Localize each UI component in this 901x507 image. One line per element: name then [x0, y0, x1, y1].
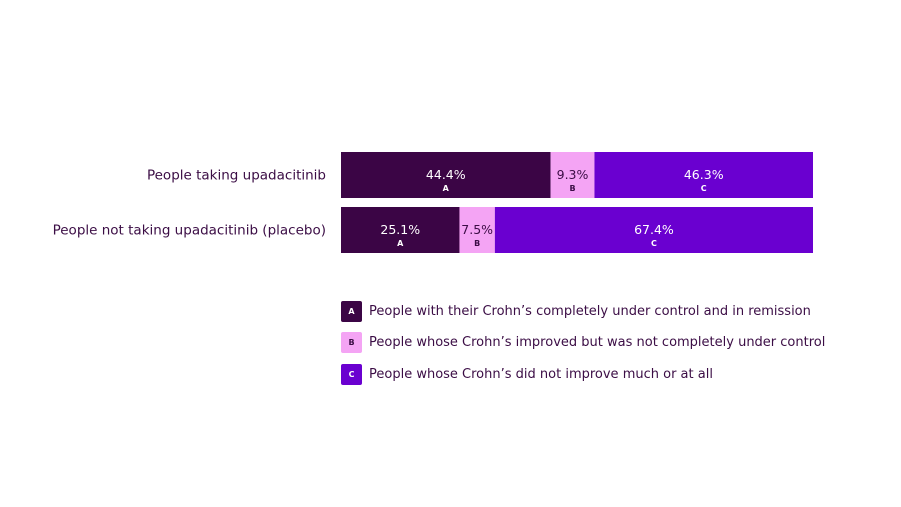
data-label: 7.5%: [461, 222, 493, 237]
bar-segment-b: [550, 152, 595, 198]
legend-item-c: C People whose Crohn’s did not improve m…: [341, 363, 825, 385]
category-label: People not taking upadacitinib (placebo): [53, 223, 326, 239]
segment-key-label: A: [397, 239, 404, 248]
bar-segment-b: [459, 207, 495, 253]
segment-key-label: B: [569, 184, 575, 193]
segment-key-label: C: [651, 239, 657, 248]
legend-swatch-b: B: [341, 332, 362, 353]
segment-key-label: C: [701, 184, 707, 193]
legend-label-c: People whose Crohn’s did not improve muc…: [369, 366, 713, 382]
data-label: 67.4%: [634, 222, 674, 237]
segment-key-label: B: [474, 239, 480, 248]
legend-label-b: People whose Crohn’s improved but was no…: [369, 335, 826, 350]
bar-segment-a: [341, 152, 551, 198]
segment-key-label: A: [443, 184, 450, 193]
data-label: 46.3%: [684, 167, 724, 182]
bar-segment-c: [494, 207, 813, 253]
legend: A People with their Crohn’s completely u…: [341, 300, 825, 395]
data-label: 44.4%: [426, 167, 466, 182]
legend-label-a: People with their Crohn’s completely und…: [369, 303, 811, 319]
data-label: 25.1%: [380, 222, 420, 237]
legend-item-a: A People with their Crohn’s completely u…: [341, 300, 825, 322]
legend-item-b: B People whose Crohn’s improved but was …: [341, 332, 825, 354]
bar-segment-c: [594, 152, 813, 198]
legend-swatch-a: A: [341, 300, 362, 322]
category-label: People taking upadacitinib: [147, 168, 326, 184]
legend-swatch-c: C: [341, 363, 362, 385]
bar-segment-a: [341, 207, 460, 253]
data-label: 9.3%: [557, 167, 589, 182]
